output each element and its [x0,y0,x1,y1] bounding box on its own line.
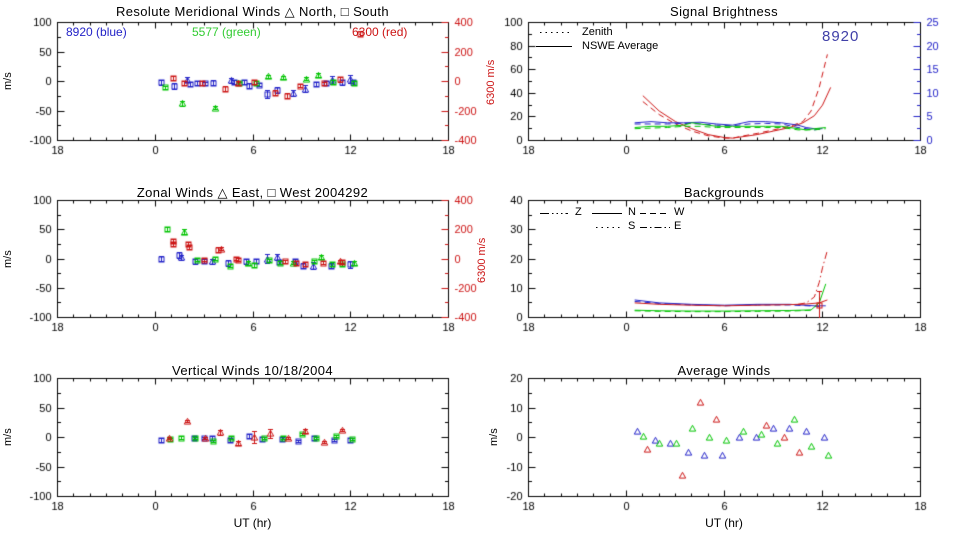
wind-plots-page: Resolute Meridional Winds △ North, □ Sou… [0,0,960,540]
plots-canvas [0,0,960,540]
